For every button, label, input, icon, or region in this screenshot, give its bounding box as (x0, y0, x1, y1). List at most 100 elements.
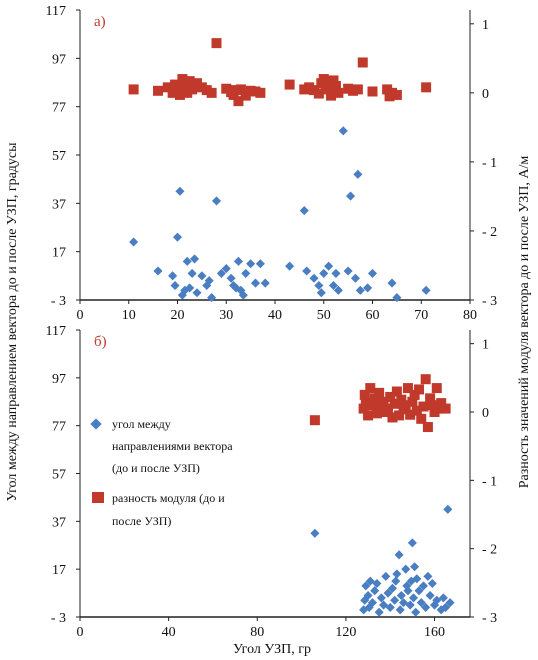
point-modulus (363, 410, 374, 421)
point-angle (421, 285, 431, 295)
y-left-tick-label: 77 (52, 101, 66, 116)
point-angle (314, 280, 324, 291)
point-modulus (431, 383, 442, 394)
point-angle (192, 288, 202, 298)
point-angle (260, 278, 270, 288)
point-angle (197, 271, 207, 281)
y-right-tick-label: 1 (482, 18, 489, 33)
point-modulus (321, 84, 332, 95)
point-angle (250, 278, 261, 288)
legend-angle-line-2: направлениями вектора (112, 439, 233, 453)
point-angle (403, 586, 413, 596)
point-angle (443, 504, 453, 514)
y-left-tick-label: 17 (52, 246, 66, 261)
point-angle (441, 602, 451, 612)
point-modulus (440, 403, 451, 414)
point-angle (387, 278, 397, 288)
point-angle (182, 256, 192, 266)
y-left-tick-label: 37 (52, 515, 66, 530)
point-modulus (421, 82, 432, 93)
y-right-tick-label: - 1 (482, 474, 497, 489)
legend-angle-line-1: угол между (112, 417, 171, 431)
point-modulus (326, 90, 337, 101)
panel-b: 0 40 80 120 160 - 3 17 37 57 77 97 117 1 0 - 1 - 2 - 3 б) (46, 324, 498, 640)
point-modulus (211, 38, 222, 49)
y-left-tick-label: 37 (52, 197, 66, 212)
point-angle (190, 254, 200, 264)
point-modulus (177, 74, 188, 85)
x-tick-label: 80 (250, 625, 264, 640)
point-modulus (391, 386, 402, 397)
point-angle (299, 206, 309, 216)
point-angle (226, 273, 236, 283)
point-angle (207, 293, 217, 303)
legend-angle-line-3: (до и после УЗП) (112, 461, 200, 475)
y-right-tick-label: - 3 (482, 294, 497, 309)
point-modulus (184, 76, 195, 87)
point-angle (204, 276, 214, 286)
point-angle (408, 593, 419, 603)
point-modulus (409, 389, 420, 400)
point-modulus (235, 84, 246, 95)
point-modulus (328, 75, 339, 86)
y-axis-left-title: Угол между направлением вектора до и пос… (5, 142, 20, 502)
legend: угол между направлениями вектора (до и п… (90, 417, 233, 528)
y-left-tick-label: 97 (52, 52, 66, 67)
y-right-tick-label: - 2 (482, 543, 497, 558)
point-angle (343, 266, 353, 276)
x-tick-label: 40 (162, 625, 176, 640)
y-right-tick-label: 0 (482, 87, 489, 102)
point-angle (410, 562, 420, 572)
point-modulus (360, 398, 371, 409)
point-angle (394, 550, 404, 560)
point-angle (421, 602, 431, 612)
point-modulus (427, 400, 438, 411)
point-angle (427, 578, 437, 589)
point-angle (238, 290, 248, 300)
x-tick-label: 40 (268, 308, 282, 323)
legend-modulus-line-2: после УЗП) (112, 514, 171, 528)
point-modulus (313, 88, 324, 99)
y-left-tick-label: 57 (52, 468, 66, 483)
x-tick-label: 0 (77, 308, 84, 323)
point-angle (416, 598, 426, 608)
point-modulus (174, 89, 185, 100)
x-tick-label: 160 (424, 625, 445, 640)
point-modulus (371, 408, 382, 419)
point-modulus (187, 84, 198, 95)
y-right-tick-label: - 1 (482, 156, 497, 171)
point-modulus (411, 405, 422, 416)
point-angle (445, 598, 455, 608)
x-tick-label: 30 (219, 308, 233, 323)
x-tick-label: 10 (122, 308, 136, 323)
point-modulus (433, 403, 444, 414)
point-modulus (162, 82, 173, 93)
point-modulus (420, 374, 431, 385)
point-modulus (330, 80, 341, 91)
legend-modulus-line-1: разность модуля (до и (112, 491, 225, 505)
x-axis-title: Угол УЗП, гр (233, 642, 311, 657)
point-modulus (396, 394, 407, 405)
point-modulus (378, 396, 389, 407)
x-tick-label: 70 (414, 308, 428, 323)
x-tick-label: 120 (335, 625, 356, 640)
y-axis-right-title: Разность значений модуля вектора до и по… (517, 156, 532, 489)
point-angle (168, 271, 178, 281)
point-angle (355, 285, 365, 295)
point-modulus (383, 403, 394, 414)
point-angle (319, 268, 329, 278)
point-angle (233, 256, 243, 266)
point-angle (310, 528, 320, 538)
point-angle (246, 259, 256, 269)
point-modulus (255, 87, 266, 98)
point-modulus (358, 403, 369, 414)
point-modulus (128, 84, 139, 95)
point-angle (350, 273, 360, 283)
point-modulus (206, 87, 217, 98)
point-angle (309, 273, 319, 283)
point-angle (170, 280, 180, 291)
point-angle (401, 564, 411, 574)
y-left-tick-label: - 3 (51, 611, 66, 626)
point-modulus (367, 86, 378, 97)
point-modulus (400, 400, 411, 411)
